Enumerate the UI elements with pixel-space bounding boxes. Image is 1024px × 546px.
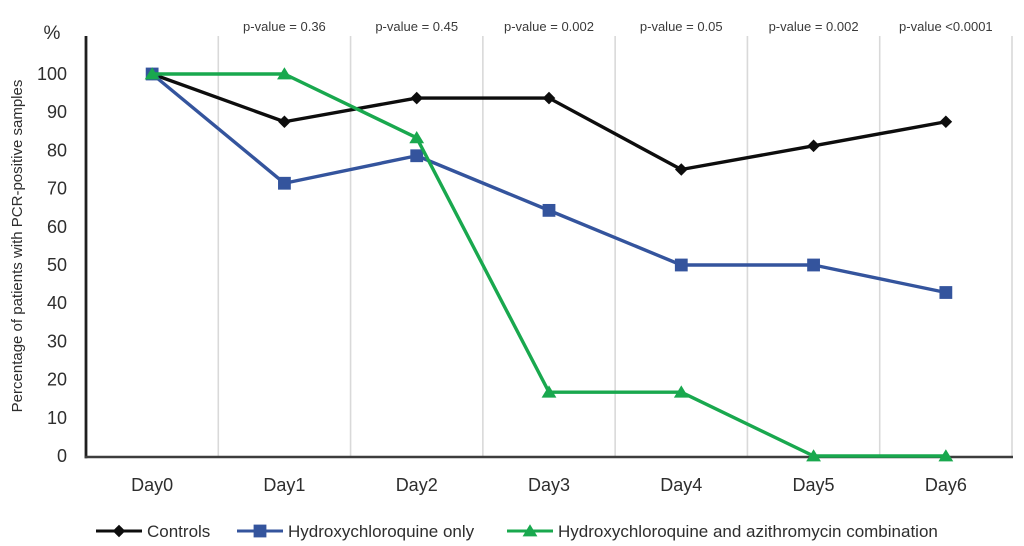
legend-square-icon — [253, 524, 267, 538]
y-tick-label: 60 — [47, 217, 67, 237]
x-tick-label: Day6 — [925, 475, 967, 495]
series-group — [144, 67, 954, 462]
data-point-square — [278, 176, 291, 190]
y-tick-label: 80 — [47, 140, 67, 160]
legend-triangle-icon — [522, 524, 538, 537]
legend-item: Hydroxychloroquine and azithromycin comb… — [507, 522, 938, 541]
series-line-triangle — [152, 72, 946, 458]
y-tick-label: 90 — [47, 102, 67, 122]
x-tick-label: Day2 — [396, 475, 438, 495]
x-tick-label: Day5 — [793, 475, 835, 495]
x-tick-label: Day4 — [660, 475, 702, 495]
data-point-diamond — [542, 91, 556, 105]
series-line-diamond — [151, 72, 947, 172]
legend-label: Controls — [147, 522, 210, 541]
data-point-diamond — [278, 115, 291, 129]
p-value-annotation: p-value = 0.002 — [504, 19, 594, 34]
p-value-annotation: p-value = 0.05 — [640, 19, 723, 34]
legend-group: Controls Hydroxychloroquine only Hydroxych… — [96, 522, 938, 541]
legend-item: Controls — [96, 522, 210, 541]
data-point-square — [410, 149, 424, 163]
data-point-square — [674, 258, 688, 272]
data-point-triangle — [673, 385, 689, 398]
legend-label: Hydroxychloroquine only — [288, 522, 475, 541]
data-point-diamond — [410, 91, 424, 105]
y-tick-label: 10 — [47, 408, 67, 428]
y-axis-title: Percentage of patients with PCR-positive… — [9, 80, 26, 413]
data-point-triangle — [541, 385, 557, 398]
x-tick-labels-group: Day0 Day1 Day2 Day3 Day4 Day5 Day6 — [131, 475, 967, 495]
data-point-diamond — [939, 115, 953, 129]
x-tick-label: Day0 — [131, 475, 173, 495]
legend-item: Hydroxychloroquine only — [237, 522, 475, 541]
data-point-triangle — [806, 449, 821, 462]
data-point-triangle — [144, 67, 160, 80]
p-value-annotation: p-value = 0.45 — [375, 19, 458, 34]
data-point-square — [807, 258, 820, 272]
y-tick-labels-group: 0 10 20 30 40 50 60 70 80 90 100% Percentage of pat… — [9, 23, 67, 466]
y-tick-label: 30 — [47, 331, 67, 351]
y-tick-label: 20 — [47, 370, 67, 390]
y-tick-label: 50 — [47, 255, 67, 275]
legend-diamond-icon — [112, 524, 126, 538]
data-point-diamond — [674, 163, 688, 176]
y-tick-label: 100 — [37, 64, 67, 84]
legend-label: Hydroxychloroquine and azithromycin comb… — [558, 522, 938, 541]
y-axis-unit-label: % — [44, 23, 61, 44]
p-value-annotation: p-value = 0.002 — [769, 19, 859, 34]
data-point-square — [939, 286, 953, 299]
y-tick-label: 70 — [47, 179, 67, 199]
data-point-triangle — [409, 130, 425, 144]
series-line-square — [151, 72, 947, 295]
p-value-annotation: p-value <0.0001 — [899, 19, 993, 34]
y-tick-label: 0 — [57, 446, 67, 466]
data-point-diamond — [807, 139, 820, 153]
y-tick-label: 40 — [47, 293, 67, 313]
x-tick-label: Day3 — [528, 475, 570, 495]
data-point-triangle — [277, 67, 292, 80]
data-point-triangle — [938, 449, 954, 462]
p-value-annotations-group: p-value = 0.36 p-value = 0.45 p-value = 0.… — [243, 19, 993, 34]
p-value-annotation: p-value = 0.36 — [243, 19, 326, 34]
x-tick-label: Day1 — [263, 475, 305, 495]
data-point-square — [542, 203, 556, 217]
